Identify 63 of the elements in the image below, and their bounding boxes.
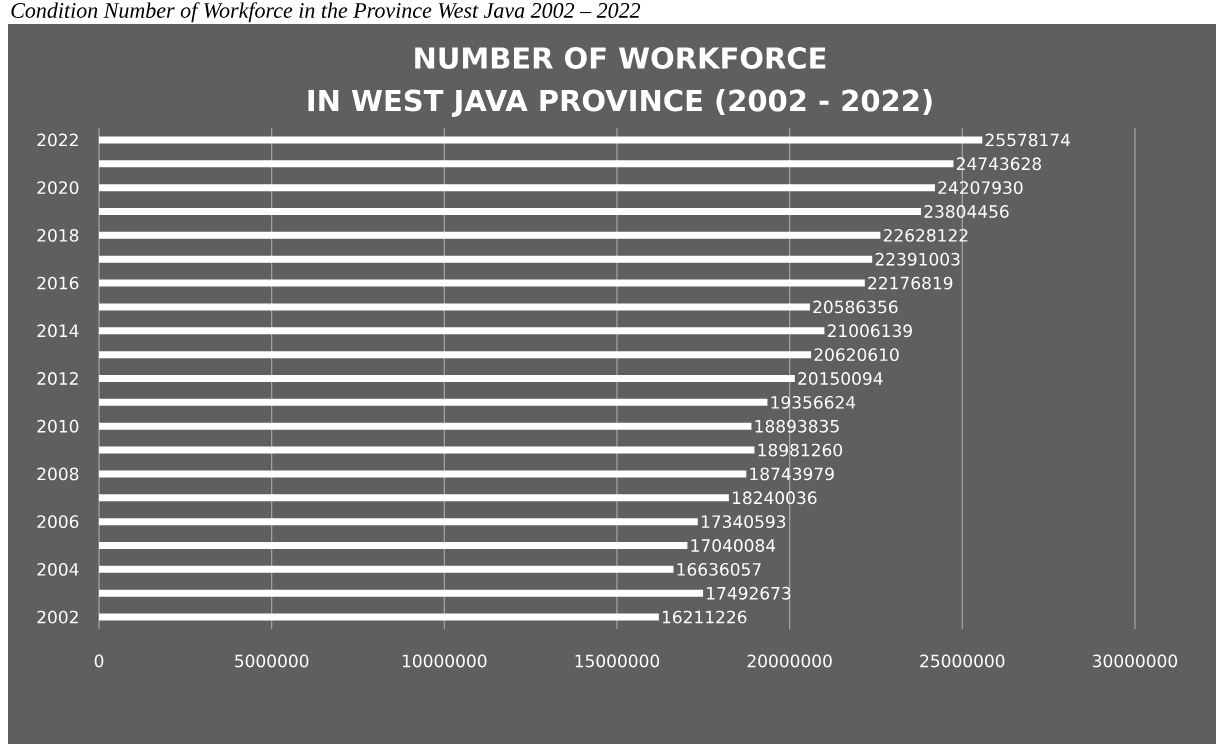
bar — [99, 518, 698, 526]
data-label: 21006139 — [827, 324, 912, 338]
bar — [99, 398, 768, 406]
bar — [99, 351, 812, 359]
y-tick-label: 2020 — [37, 181, 79, 195]
x-tick-label: 0 — [94, 654, 104, 668]
y-tick-label: 2016 — [37, 276, 79, 290]
bar — [99, 160, 954, 168]
data-label: 18240036 — [732, 491, 817, 505]
data-label: 17340593 — [701, 515, 786, 529]
y-tick-label: 2008 — [37, 467, 79, 481]
data-label: 23804456 — [924, 205, 1009, 218]
bar — [99, 422, 752, 430]
bar — [99, 303, 810, 311]
data-label: 20586356 — [813, 300, 898, 314]
y-tick-label: 2022 — [37, 133, 78, 147]
y-tick-label: 2010 — [37, 419, 79, 433]
data-label: 18893835 — [755, 419, 839, 433]
data-label: 16211226 — [662, 610, 747, 624]
y-tick-label: 2018 — [37, 228, 79, 242]
bar — [99, 446, 755, 454]
bar — [99, 494, 729, 502]
y-tick-label: 2004 — [37, 562, 79, 576]
y-tick-label: 2006 — [37, 515, 79, 529]
chart-title: NUMBER OF WORKFORCE — [415, 47, 826, 69]
x-tick-label: 20000000 — [747, 654, 832, 668]
bar — [99, 565, 674, 573]
data-label: 17492673 — [707, 586, 791, 600]
x-tick-label: 10000000 — [402, 654, 487, 668]
bar — [99, 374, 795, 382]
y-tick-label: 2002 — [37, 610, 78, 624]
chart-subtitle: IN WEST JAVA PROVINCE (2002 - 2022) — [308, 89, 932, 117]
data-label: 22176819 — [868, 276, 953, 290]
bar — [99, 589, 704, 597]
bar — [99, 255, 873, 263]
x-tick-label: 25000000 — [920, 654, 1005, 668]
bar — [99, 541, 688, 549]
data-label: 17040084 — [691, 539, 776, 552]
data-label: 24743628 — [956, 157, 1041, 171]
bar — [99, 470, 747, 478]
bar — [99, 184, 935, 192]
y-tick-label: 2012 — [37, 372, 78, 385]
data-label: 16636057 — [677, 562, 761, 576]
data-label: 25578174 — [985, 133, 1071, 147]
y-tick-label: 2014 — [37, 324, 79, 338]
x-tick-label: 5000000 — [235, 654, 309, 668]
bar — [99, 208, 922, 215]
bar — [99, 279, 865, 287]
data-label: 20620610 — [814, 348, 899, 362]
bar — [99, 136, 983, 144]
bar — [99, 327, 825, 335]
bar — [99, 613, 659, 621]
text: Condition Number of Workforce in the Province West Java 2002 – 2022 — [11, 2, 641, 23]
data-label: 22628122 — [883, 228, 968, 242]
bar — [99, 231, 881, 239]
data-label: 18981260 — [758, 443, 843, 457]
x-tick-label: 15000000 — [575, 654, 660, 668]
data-label: 24207930 — [938, 181, 1023, 195]
data-label: 22391003 — [875, 252, 960, 266]
data-label: 18743979 — [750, 467, 834, 481]
data-label: 20150094 — [798, 372, 883, 385]
x-tick-label: 30000000 — [1093, 654, 1178, 668]
data-label: 19356624 — [771, 395, 856, 409]
